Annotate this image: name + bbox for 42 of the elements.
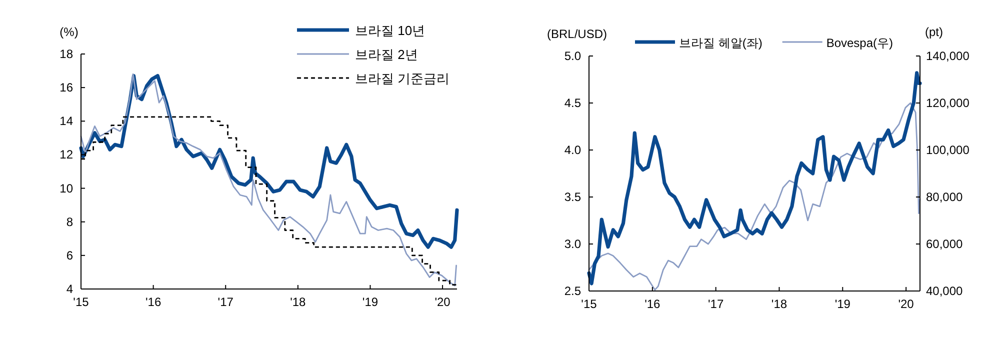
x-tick-label: '16 <box>145 295 162 309</box>
x-tick-label: '16 <box>644 297 661 311</box>
x-tick-label: '19 <box>834 297 851 311</box>
y-tick-label: 10 <box>60 181 74 196</box>
y-tick-label: 18 <box>60 47 74 61</box>
legend-label: Bovespa(우) <box>826 36 894 50</box>
y-tick-label: 4 <box>66 282 74 296</box>
y-axis-title: (%) <box>60 25 78 39</box>
y2-tick-label: 80,000 <box>926 190 964 204</box>
x-tick-label: '18 <box>771 297 788 311</box>
y-tick-label: 4.0 <box>564 143 582 157</box>
y2-tick-label: 40,000 <box>926 284 964 298</box>
y-tick-label: 4.5 <box>564 96 582 110</box>
legend-label: 브라질 헤알(좌) <box>679 36 762 50</box>
y-tick-label: 2.5 <box>564 284 582 298</box>
x-tick-label: '15 <box>581 297 598 311</box>
y2-tick-label: 100,000 <box>926 143 970 157</box>
y-tick-label: 5.0 <box>564 49 582 63</box>
x-tick-label: '20 <box>898 297 914 311</box>
y-tick-label: 12 <box>60 148 74 162</box>
x-tick-label: '17 <box>218 295 234 309</box>
x-tick-label: '20 <box>434 295 451 309</box>
legend-label: 브라질 10년 <box>355 23 426 38</box>
y2-tick-label: 140,000 <box>926 49 970 63</box>
y-tick-label: 3.5 <box>564 190 582 204</box>
legend-label: 브라질 2년 <box>355 47 418 62</box>
y-tick-label: 3.0 <box>564 237 582 251</box>
x-tick-label: '17 <box>708 297 724 311</box>
legend-label: 브라질 기준금리 <box>355 71 450 86</box>
y-tick-label: 8 <box>66 214 74 229</box>
y2-axis-title: (pt) <box>925 25 944 39</box>
line-series <box>587 71 922 286</box>
y-tick-label: 14 <box>60 114 74 128</box>
y2-tick-label: 60,000 <box>926 237 964 251</box>
x-tick-label: '18 <box>290 295 306 309</box>
y-tick-label: 6 <box>66 248 74 262</box>
y-tick-label: 16 <box>60 80 74 95</box>
y2-tick-label: 120,000 <box>926 96 970 110</box>
x-tick-label: '15 <box>73 295 90 309</box>
y-axis-title: (BRL/USD) <box>546 27 608 41</box>
line-series <box>80 73 457 286</box>
x-tick-label: '19 <box>362 295 378 309</box>
